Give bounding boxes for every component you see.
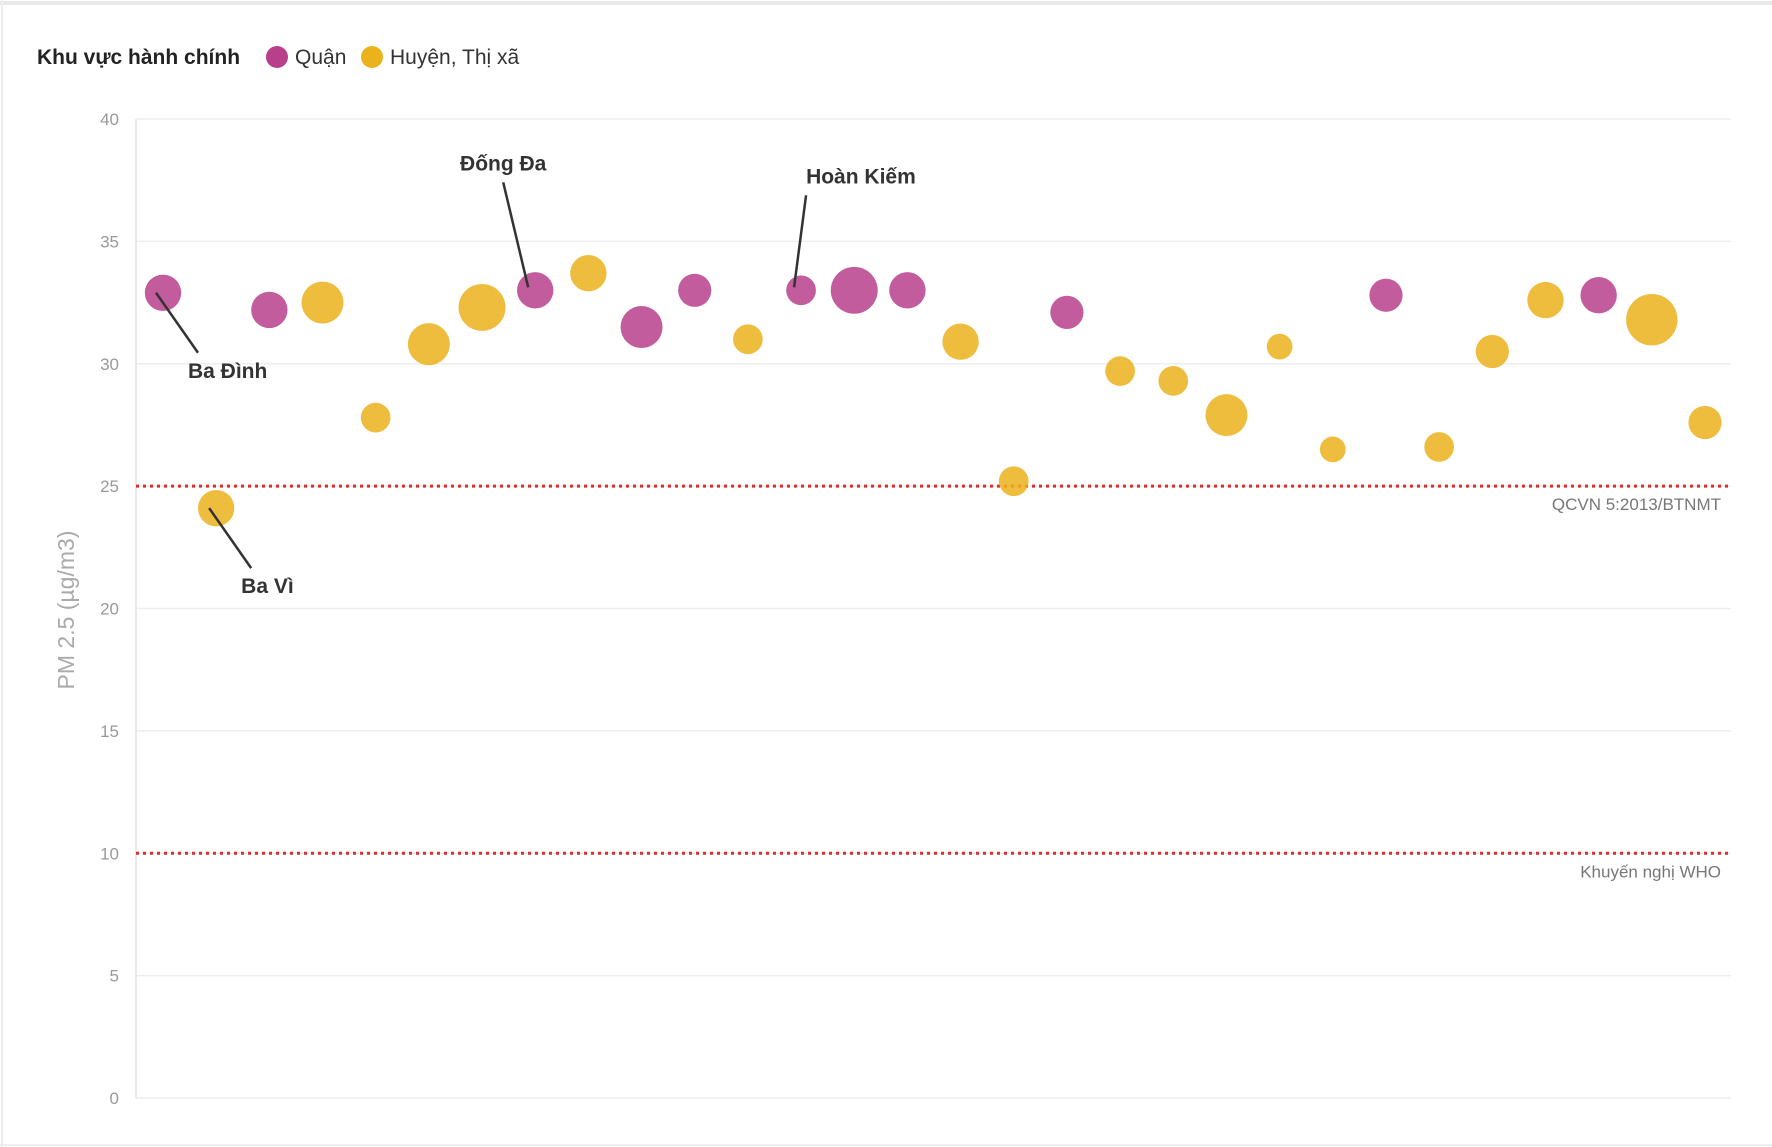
- y-tick-label-30: 30: [100, 355, 119, 374]
- annotation-leader-3: [792, 195, 808, 288]
- y-tick-labels: 0 5 10 15 20 25 30 35 40: [100, 110, 119, 1108]
- annotation-label-1: Ba Vì: [241, 575, 294, 598]
- annotation-label-3: Hoàn Kiếm: [806, 165, 916, 188]
- data-points: [144, 255, 1722, 527]
- y-tick-label-20: 20: [100, 600, 119, 619]
- data-point-27: [1527, 281, 1564, 319]
- annotation-leader-2: [501, 182, 530, 288]
- legend-swatch-quan: [266, 46, 288, 68]
- gridlines: [136, 118, 1731, 1099]
- data-point-12: [733, 324, 763, 355]
- data-point-10: [620, 306, 663, 349]
- data-point-24: [1369, 278, 1403, 312]
- data-point-28: [1580, 277, 1617, 314]
- data-point-8: [517, 272, 554, 309]
- data-point-17: [998, 466, 1029, 497]
- data-point-16: [942, 323, 979, 360]
- y-tick-label-0: 0: [110, 1089, 119, 1108]
- data-point-21: [1205, 394, 1248, 437]
- reference-label-0: QCVN 5:2013/BTNMT: [1552, 495, 1721, 514]
- reference-lines: QCVN 5:2013/BTNMT Khuyến nghị WHO: [136, 484, 1731, 881]
- y-tick-label-5: 5: [110, 967, 119, 986]
- data-point-6: [407, 323, 450, 366]
- data-point-20: [1158, 366, 1189, 396]
- data-point-19: [1105, 356, 1135, 386]
- data-point-23: [1319, 436, 1346, 463]
- data-point-18: [1050, 295, 1084, 329]
- annotation-leader-0: [154, 292, 200, 354]
- annotations: Ba Đình Ba Vì Đống Đa Hoàn Kiếm: [154, 152, 916, 598]
- y-tick-label-15: 15: [100, 722, 119, 741]
- y-tick-label-40: 40: [100, 110, 119, 129]
- data-point-29: [1626, 293, 1678, 346]
- y-axis-title: PM 2.5 (µg/m3): [53, 531, 79, 690]
- data-point-1: [144, 274, 182, 311]
- data-point-7: [458, 283, 506, 331]
- y-tick-label-10: 10: [100, 844, 119, 863]
- legend-title: Khu vực hành chính: [37, 46, 240, 69]
- data-point-11: [678, 273, 712, 307]
- data-point-13: [786, 275, 816, 306]
- annotation-label-0: Ba Đình: [188, 360, 267, 383]
- legend-label-huyen-thi-xa: Huyện, Thị xã: [390, 46, 519, 69]
- reference-label-1: Khuyến nghị WHO: [1580, 862, 1721, 881]
- annotation-leader-1: [208, 507, 253, 569]
- data-point-4: [301, 281, 344, 324]
- y-tick-label-35: 35: [100, 232, 119, 251]
- data-point-5: [360, 402, 391, 433]
- annotation-label-2: Đống Đa: [460, 152, 547, 175]
- data-point-30: [1688, 405, 1722, 440]
- y-tick-label-25: 25: [100, 477, 119, 496]
- data-point-9: [570, 255, 607, 292]
- legend-swatch-huyen-thi-xa: [361, 46, 383, 68]
- data-point-15: [889, 272, 926, 309]
- legend-label-quan: Quận: [295, 46, 346, 69]
- data-point-26: [1475, 334, 1509, 369]
- data-point-14: [830, 266, 878, 314]
- data-point-3: [251, 291, 288, 329]
- legend: Khu vực hành chính Quận Huyện, Thị xã: [37, 46, 519, 69]
- data-point-22: [1266, 333, 1293, 360]
- data-point-25: [1424, 432, 1454, 462]
- data-point-2: [197, 489, 235, 527]
